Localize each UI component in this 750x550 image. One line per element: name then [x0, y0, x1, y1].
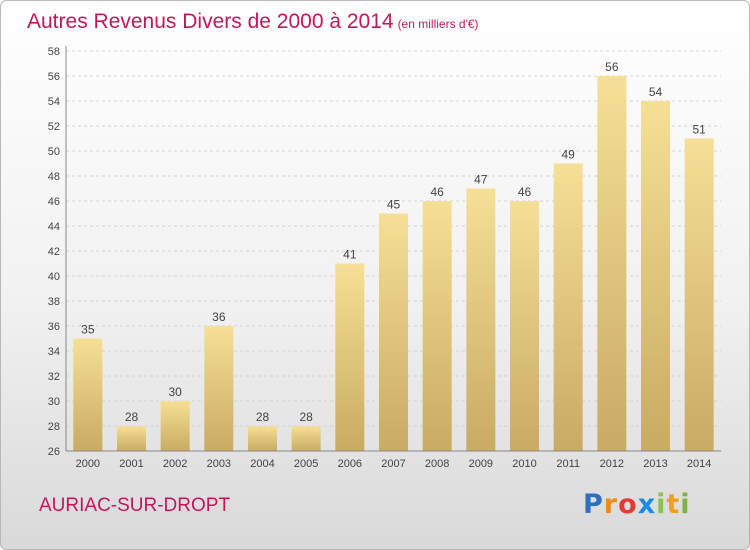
data-label: 36 — [212, 310, 226, 324]
bar[interactable] — [422, 201, 452, 451]
logo-letter: i — [656, 489, 667, 520]
data-label: 30 — [168, 385, 182, 399]
y-tick-label: 54 — [48, 96, 60, 108]
x-tick-label: 2007 — [381, 458, 405, 470]
x-tick-label: 2006 — [338, 458, 362, 470]
data-label: 46 — [518, 185, 532, 199]
bar[interactable] — [641, 101, 670, 451]
data-label: 47 — [474, 173, 488, 187]
logo-letter: i — [680, 489, 691, 520]
data-label: 28 — [125, 410, 139, 424]
x-tick-labels: 2000 2001 2002 2003 2004 2005 2006 2007 2008 2009… — [76, 458, 712, 470]
logo-letter: o — [618, 489, 638, 520]
x-tick-label: 2002 — [163, 458, 187, 470]
chart-title-text: Autres Revenus Divers de 2000 à 2014 — [27, 10, 394, 33]
proxiti-logo[interactable]: Proxiti — [583, 489, 691, 520]
chart-subtitle: (en milliers d'€) — [397, 17, 479, 31]
x-tick-label: 2001 — [119, 458, 143, 470]
data-label: 28 — [256, 410, 270, 424]
bar[interactable] — [160, 401, 190, 451]
x-tick-label: 2000 — [76, 458, 100, 470]
y-tick-label: 46 — [48, 196, 60, 208]
logo-letter: r — [603, 489, 619, 520]
data-label: 35 — [81, 323, 95, 337]
bar[interactable] — [553, 163, 583, 452]
y-tick-label: 44 — [48, 221, 60, 233]
y-tick-label: 56 — [48, 71, 60, 83]
x-tick-label: 2014 — [687, 458, 711, 470]
x-tick-label: 2012 — [600, 458, 624, 470]
x-tick-label: 2008 — [425, 458, 449, 470]
logo-letter: t — [666, 489, 681, 520]
logo-letter: P — [583, 489, 604, 520]
bar[interactable] — [204, 326, 234, 451]
x-tick-label: 2010 — [512, 458, 536, 470]
chart-title: Autres Revenus Divers de 2000 à 2014 (en … — [27, 10, 479, 34]
data-label: 45 — [387, 198, 401, 212]
bar[interactable] — [597, 76, 627, 451]
data-label: 54 — [649, 85, 663, 99]
y-tick-label: 42 — [48, 246, 60, 258]
bar[interactable] — [684, 138, 714, 452]
y-tick-label: 40 — [48, 271, 60, 283]
logo-letter: x — [637, 489, 657, 520]
y-tick-label: 52 — [48, 121, 60, 133]
x-tick-label: 2011 — [556, 458, 580, 470]
data-labels: 35 28 30 36 28 28 41 45 46 47 46 49 56 54 51 — [81, 60, 706, 424]
y-tick-label: 26 — [48, 446, 60, 458]
data-label: 41 — [343, 248, 357, 262]
commune-name: AURIAC-SUR-DROPT — [39, 495, 231, 516]
bar[interactable] — [466, 188, 496, 452]
y-tick-label: 50 — [48, 146, 60, 158]
data-label: 46 — [430, 185, 444, 199]
bar[interactable] — [291, 426, 321, 451]
y-tick-label: 30 — [48, 396, 60, 408]
bar[interactable] — [379, 213, 408, 452]
data-label: 51 — [692, 123, 706, 137]
data-label: 49 — [561, 148, 575, 162]
bar[interactable] — [73, 338, 103, 452]
data-label: 56 — [605, 60, 619, 74]
y-tick-label: 38 — [48, 296, 60, 308]
y-tick-labels: 26 28 30 32 34 36 38 40 42 44 46 48 50 52 54 56 58 — [48, 46, 60, 458]
x-tick-label: 2005 — [294, 458, 318, 470]
x-tick-label: 2009 — [469, 458, 493, 470]
y-tick-label: 28 — [48, 421, 60, 433]
y-tick-label: 36 — [48, 321, 60, 333]
y-tick-label: 58 — [48, 46, 60, 58]
y-tick-label: 48 — [48, 171, 60, 183]
x-tick-label: 2004 — [250, 458, 274, 470]
x-tick-label: 2003 — [207, 458, 231, 470]
y-tick-label: 32 — [48, 371, 60, 383]
bars — [73, 76, 714, 452]
bar[interactable] — [117, 426, 146, 451]
x-tick-label: 2013 — [643, 458, 667, 470]
data-label: 28 — [299, 410, 313, 424]
axes — [65, 46, 721, 452]
bar[interactable] — [510, 201, 539, 451]
bar[interactable] — [335, 263, 365, 452]
y-tick-label: 34 — [48, 346, 60, 358]
bar[interactable] — [248, 426, 277, 451]
